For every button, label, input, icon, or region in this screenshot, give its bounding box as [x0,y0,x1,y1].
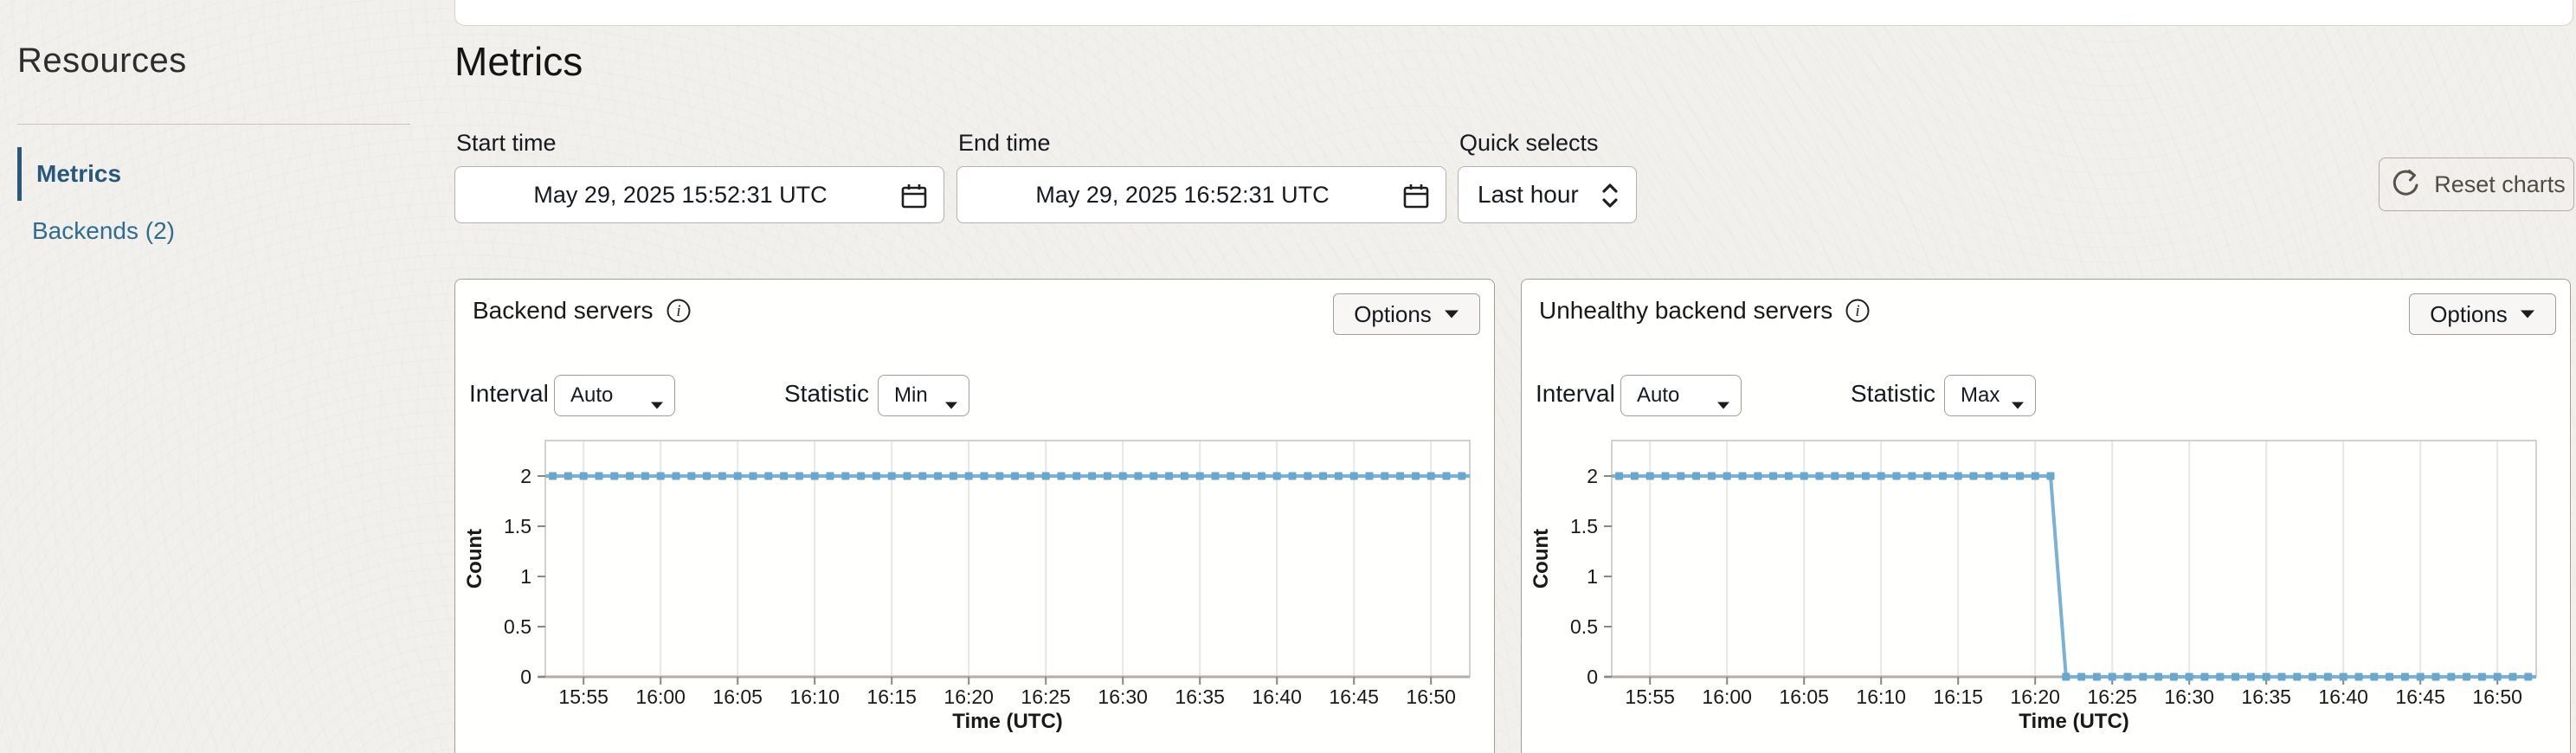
refresh-icon [2387,166,2422,203]
svg-text:16:00: 16:00 [1702,685,1752,708]
svg-text:16:20: 16:20 [2010,685,2060,708]
info-icon[interactable]: i [1845,298,1871,324]
options-label: Options [1354,300,1432,327]
svg-text:16:40: 16:40 [2318,685,2368,708]
caret-down-icon [1444,309,1459,319]
svg-text:Time (UTC): Time (UTC) [2019,710,2129,733]
svg-text:16:00: 16:00 [635,685,686,708]
options-label: Options [2430,300,2508,327]
end-time-value: May 29, 2025 16:52:31 UTC [1035,181,1330,208]
quick-selects-value: Last hour [1478,181,1579,208]
interval-dropdown[interactable]: Auto [554,375,675,416]
svg-text:16:45: 16:45 [1329,685,1379,708]
chart-card-backend-servers: Backend servers i Options Interval Auto … [454,279,1495,753]
sidebar-item-backends[interactable]: Backends (2) [32,214,175,248]
sidebar-item-metrics[interactable]: Metrics [17,147,121,201]
svg-text:Count: Count [463,529,486,589]
statistic-value: Min [894,383,928,407]
svg-text:Time (UTC): Time (UTC) [952,710,1063,733]
statistic-value: Max [1961,383,2000,407]
chart-canvas: 0 0.5 1 1.5 2 15:55 16:00 16:05 16:10 16:15 16:20 1… [1522,418,2572,753]
svg-text:16:05: 16:05 [1779,685,1829,708]
svg-text:16:40: 16:40 [1252,685,1302,708]
svg-text:i: i [676,302,680,320]
end-time-input[interactable]: May 29, 2025 16:52:31 UTC [956,166,1446,223]
svg-text:16:15: 16:15 [866,685,917,708]
svg-text:2: 2 [1587,465,1598,487]
chart-card-unhealthy-backend-servers: Unhealthy backend servers i Options Inte… [1521,279,2571,753]
caret-down-icon [2011,392,2025,416]
chart-title: Backend servers [473,297,654,324]
chart-canvas: 0 0.5 1 1.5 2 15:55 16:00 16:05 16:10 16:15 16:20 1… [455,418,1496,753]
svg-text:2: 2 [520,465,531,487]
statistic-dropdown[interactable]: Max [1944,375,2036,416]
previous-panel-bottom [454,0,2573,26]
svg-text:1: 1 [520,565,531,588]
svg-text:0.5: 0.5 [1570,615,1598,638]
sidebar-title: Resources [17,42,187,80]
options-button[interactable]: Options [2409,293,2556,335]
chart-title: Unhealthy backend servers [1539,297,1833,324]
svg-text:16:50: 16:50 [1406,685,1456,708]
start-time-value: May 29, 2025 15:52:31 UTC [533,181,828,208]
svg-text:16:25: 16:25 [2087,685,2137,708]
statistic-label: Statistic [784,380,870,407]
svg-text:0: 0 [520,666,531,688]
page-title: Metrics [454,39,583,84]
svg-text:16:25: 16:25 [1021,685,1071,708]
statistic-label: Statistic [1851,380,1936,407]
statistic-dropdown[interactable]: Min [878,375,969,416]
sidebar-item-label: Backends (2) [32,217,175,244]
caret-down-icon [650,392,664,416]
svg-text:16:10: 16:10 [1856,685,1906,708]
svg-text:16:45: 16:45 [2395,685,2445,708]
caret-down-icon [944,392,958,416]
sidebar-divider [17,124,410,125]
calendar-icon[interactable] [1401,181,1432,218]
svg-text:16:30: 16:30 [2164,685,2214,708]
select-chevrons-icon [1598,179,1622,218]
svg-text:1.5: 1.5 [504,515,531,537]
svg-text:1.5: 1.5 [1570,515,1598,537]
caret-down-icon [1716,392,1730,416]
options-button[interactable]: Options [1333,293,1480,335]
svg-text:1: 1 [1587,565,1598,588]
svg-text:16:10: 16:10 [789,685,840,708]
interval-dropdown[interactable]: Auto [1620,375,1742,416]
svg-text:15:55: 15:55 [1625,685,1675,708]
svg-text:Count: Count [1530,529,1553,589]
reset-charts-label: Reset charts [2434,171,2566,197]
interval-value: Auto [1637,383,1680,407]
svg-text:0: 0 [1587,666,1598,688]
caret-down-icon [2520,309,2535,319]
svg-text:16:35: 16:35 [1175,685,1225,708]
info-icon[interactable]: i [666,298,692,324]
svg-text:i: i [1856,302,1860,320]
svg-text:15:55: 15:55 [558,685,609,708]
svg-text:0.5: 0.5 [504,615,531,638]
quick-selects-select[interactable]: Last hour [1458,166,1637,223]
svg-text:16:30: 16:30 [1098,685,1148,708]
svg-text:16:05: 16:05 [712,685,763,708]
quick-selects-label: Quick selects [1459,130,1599,156]
start-time-input[interactable]: May 29, 2025 15:52:31 UTC [454,166,944,223]
interval-value: Auto [570,383,614,407]
interval-label: Interval [469,380,549,407]
svg-text:16:15: 16:15 [1933,685,1983,708]
interval-label: Interval [1536,380,1615,407]
svg-text:16:50: 16:50 [2472,685,2522,708]
reset-charts-button[interactable]: Reset charts [2379,158,2574,211]
sidebar-item-label: Metrics [36,160,122,187]
calendar-icon[interactable] [898,181,930,218]
end-time-label: End time [958,130,1051,156]
start-time-label: Start time [456,130,557,156]
svg-text:16:20: 16:20 [943,685,994,708]
svg-text:16:35: 16:35 [2241,685,2291,708]
